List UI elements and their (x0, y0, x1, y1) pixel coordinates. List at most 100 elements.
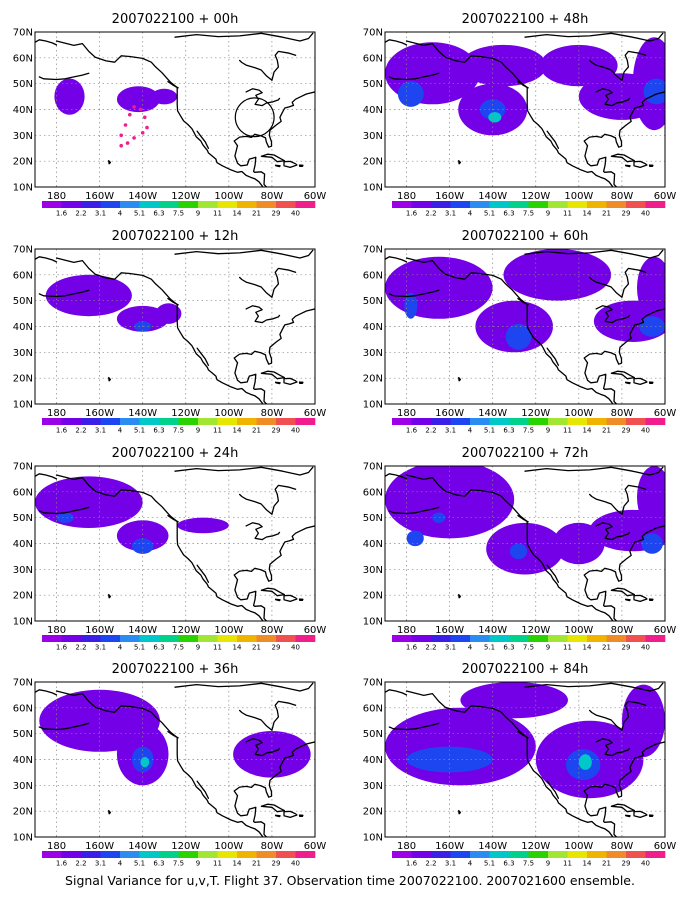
coastline (517, 297, 529, 306)
colorbar-label: 14 (583, 210, 592, 218)
colorbar-swatch (61, 851, 82, 858)
colorbar-swatch (431, 418, 451, 425)
colorbar-label: 6.3 (503, 860, 514, 868)
coastline (38, 289, 90, 298)
coastline (316, 297, 331, 310)
colorbar-swatch (256, 418, 277, 425)
map-frame (384, 465, 666, 622)
coastline (316, 514, 331, 527)
coastline (298, 164, 304, 167)
map-panel: 2007022100 + 84h 10N 20N 30N 40N 50N 60N 70N 180… (363, 662, 677, 868)
panel-title: 2007022100 + 72h (462, 446, 589, 461)
longitude-label: 60W (654, 191, 677, 202)
coastline (298, 381, 304, 384)
colorbar-swatch (567, 418, 588, 425)
colorbar-swatch (606, 851, 627, 858)
variance-contour (140, 756, 150, 768)
map-area (35, 32, 315, 187)
colorbar-swatch (411, 418, 432, 425)
colorbar-label: 7.5 (523, 860, 534, 868)
map-panel: 2007022100 + 00h 10N 20N 30N 40N 50N 60N 70N 180… (13, 12, 327, 218)
variance-contour (432, 512, 446, 523)
longitude-label: 120W (171, 408, 200, 419)
variance-contour (622, 684, 665, 757)
coastline (624, 164, 631, 168)
variance-contour (639, 316, 665, 337)
longitude-label: 120W (171, 625, 200, 636)
coastline (648, 814, 654, 817)
coastline (458, 160, 462, 165)
colorbar-swatch (100, 201, 121, 208)
colorbar-swatch (178, 201, 199, 208)
coastline (546, 780, 560, 799)
coastline (35, 689, 58, 696)
coastline (167, 514, 179, 523)
coastline (583, 91, 665, 148)
latitude-label: 50N (13, 79, 33, 90)
colorbar-swatch (587, 201, 607, 208)
colorbar-label: 11 (563, 427, 572, 435)
coastline (234, 795, 268, 837)
coastline (546, 564, 560, 583)
coastline (524, 682, 664, 692)
longitude-label: 120W (521, 625, 550, 636)
latitude-label: 60N (363, 270, 383, 281)
colorbar: 1.6 2.2 3.1 4 5.1 6.3 7.5 9 11 14 21 29 40 (42, 418, 316, 435)
colorbar-label: 2.2 (75, 427, 86, 435)
variance-contour (637, 466, 665, 528)
colorbar-label: 6.3 (153, 210, 164, 218)
colorbar-label: 11 (563, 644, 572, 652)
colorbar-swatch (295, 418, 316, 425)
colorbar-label: 40 (641, 427, 650, 435)
colorbar-swatch (431, 201, 451, 208)
colorbar-swatch (392, 201, 412, 208)
colorbar-swatch (100, 851, 121, 858)
longitude-label: 140W (478, 625, 507, 636)
longitude-label: 120W (521, 841, 550, 852)
colorbar-swatch (567, 201, 588, 208)
colorbar-swatch (139, 851, 160, 858)
coastline (583, 308, 665, 365)
colorbar-swatch (198, 851, 218, 858)
longitude-label: 60W (654, 625, 677, 636)
flight-track-point (128, 112, 132, 117)
coastline (238, 484, 297, 515)
latitude-label: 50N (13, 296, 33, 307)
latitude-label: 70N (13, 462, 33, 473)
variance-contour (505, 323, 532, 350)
colorbar-label: 1.6 (56, 644, 68, 652)
panel-title: 2007022100 + 12h (112, 229, 239, 244)
colorbar-label: 7.5 (523, 210, 534, 218)
coastline (38, 722, 90, 731)
colorbar-swatch (431, 635, 451, 642)
colorbar-label: 29 (622, 644, 631, 652)
latitude-label: 40N (363, 755, 383, 766)
colorbar-swatch (645, 418, 666, 425)
latitude-label: 30N (363, 131, 383, 142)
colorbar: 1.6 2.2 3.1 4 5.1 6.3 7.5 9 11 14 21 29 40 (42, 851, 316, 868)
colorbar-swatch (237, 851, 257, 858)
latitude-label: 70N (363, 678, 383, 689)
colorbar-label: 9 (546, 644, 550, 652)
colorbar-label: 6.3 (153, 860, 164, 868)
coastline (584, 362, 618, 404)
coastline (610, 587, 636, 597)
colorbar-label: 4 (118, 860, 123, 868)
colorbar-swatch (295, 635, 316, 642)
colorbar-swatch (159, 635, 179, 642)
latitude-label: 50N (13, 513, 33, 524)
colorbar-label: 21 (602, 860, 611, 868)
colorbar-label: 40 (291, 210, 300, 218)
latitude-label: 20N (363, 374, 383, 385)
longitude-label: 140W (478, 841, 507, 852)
colorbar-swatch (42, 635, 62, 642)
colorbar-label: 9 (196, 644, 200, 652)
latitude-label: 30N (13, 131, 33, 142)
colorbar-swatch (626, 851, 646, 858)
coastline (666, 297, 681, 310)
coastline (385, 473, 408, 480)
coastline (595, 305, 631, 324)
colorbar-label: 21 (252, 860, 261, 868)
coastline (283, 377, 298, 386)
coastline (55, 690, 268, 837)
